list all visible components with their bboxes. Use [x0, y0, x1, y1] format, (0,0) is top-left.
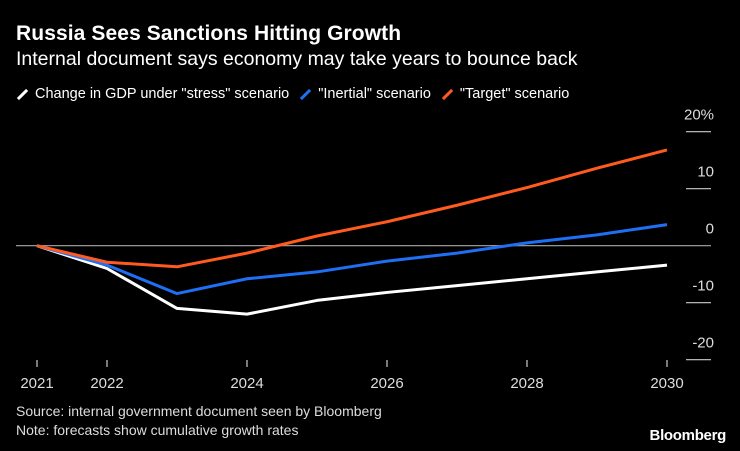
y-tick-label: -10 [692, 278, 714, 295]
legend-item-inertial: "Inertial" scenario [299, 86, 431, 102]
x-tick-label: 2030 [650, 375, 683, 392]
legend-label-target: "Target" scenario [459, 86, 570, 102]
legend-label-stress: Change in GDP under "stress" scenario [35, 86, 290, 102]
chart-subtitle: Internal document says economy may take … [16, 48, 578, 70]
source-note: Source: internal government document see… [16, 403, 382, 419]
x-tick-label: 2026 [370, 375, 403, 392]
series-line-target [36, 148, 668, 269]
y-tick-label: 10 [697, 164, 714, 181]
y-tick-label: 20% [684, 107, 714, 124]
bloomberg-logo: Bloomberg [649, 427, 727, 444]
chart-title: Russia Sees Sanctions Hitting Growth [16, 22, 402, 45]
series-line-stress [36, 244, 668, 316]
series-line-inertial [36, 223, 668, 296]
legend-label-inertial: "Inertial" scenario [318, 86, 431, 102]
legend-item-target: "Target" scenario [441, 86, 569, 102]
y-tick-label: 0 [706, 221, 714, 238]
footnote: Note: forecasts show cumulative growth r… [16, 422, 299, 438]
x-tick-label: 2022 [90, 375, 123, 392]
y-tick-label: -20 [692, 335, 714, 352]
x-tick-label: 2021 [20, 375, 53, 392]
legend-item-stress: Change in GDP under "stress" scenario [16, 86, 289, 102]
x-tick-label: 2024 [230, 375, 263, 392]
legend: Change in GDP under "stress" scenario "I… [16, 86, 569, 102]
x-tick-label: 2028 [510, 375, 543, 392]
